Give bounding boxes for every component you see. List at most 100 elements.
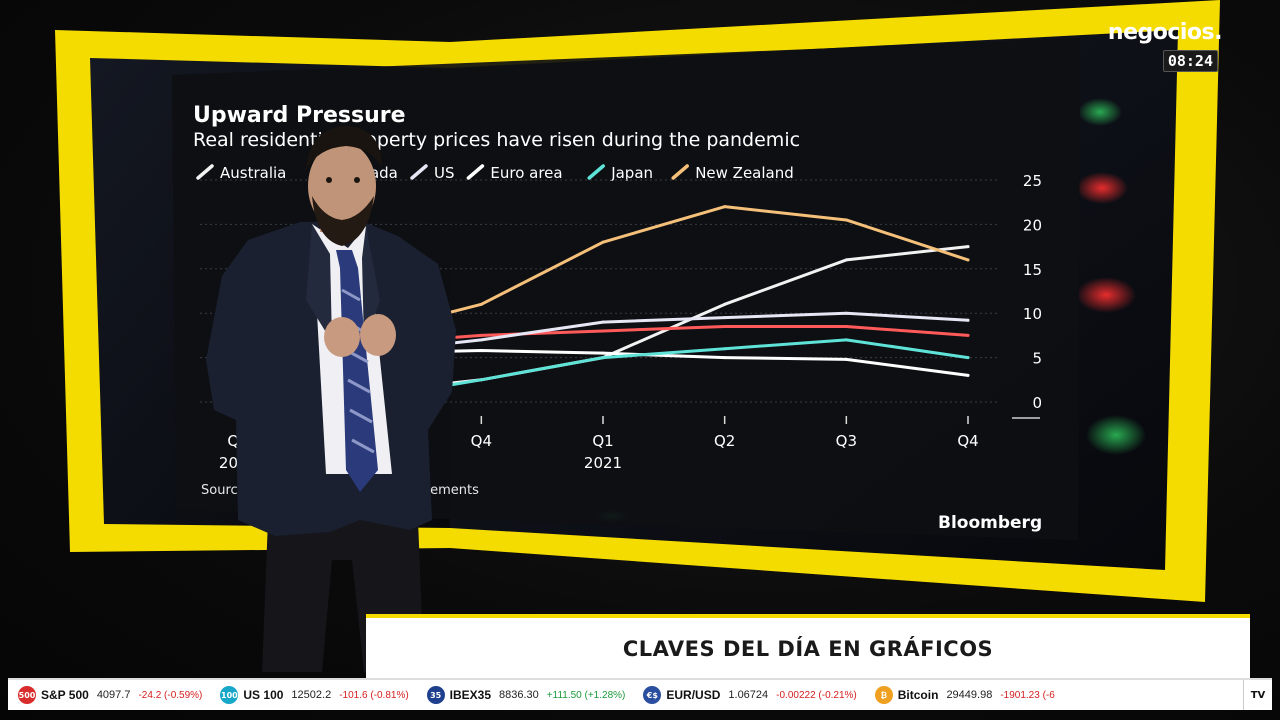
legend-swatch (196, 164, 214, 180)
legend-label: US (434, 164, 455, 182)
data-point (723, 325, 727, 329)
data-point (723, 316, 727, 320)
x-tick-year: 2021 (584, 454, 622, 472)
data-point (601, 329, 605, 333)
data-point (358, 333, 362, 337)
y-tick-label: 15 (1023, 261, 1042, 279)
data-point (236, 347, 240, 351)
legend-label: Canada (341, 164, 398, 182)
lower-third-banner: CLAVES DEL DÍA EN GRÁFICOS (366, 614, 1250, 680)
data-point (358, 342, 362, 346)
data-point (844, 357, 848, 361)
data-point (358, 351, 362, 355)
ticker-items: 500 S&P 500 4097.7 -24.2 (-0.59%) 100 US 100 1… (18, 686, 1073, 704)
legend-label: Euro area (490, 164, 562, 182)
x-tick-year: 2020 (219, 454, 257, 472)
data-point (358, 398, 362, 402)
y-tick-label: 5 (1032, 350, 1042, 368)
data-point (844, 218, 848, 222)
data-point (723, 302, 727, 306)
data-point (236, 391, 240, 395)
data-point (479, 333, 483, 337)
ticker-item: €$ EUR/USD 1.06724 -0.00222 (-0.21%) (643, 686, 857, 704)
chart-source: Source: Bank for International Settlemen… (201, 483, 479, 498)
y-axis-ticks: 0 5 10 15 20 25 (1012, 172, 1042, 419)
ticker-index-icon: 35 (426, 686, 445, 704)
y-tick-label: 10 (1023, 305, 1042, 323)
ticker-name: EUR/USD (666, 688, 721, 702)
ticker-name: US 100 (243, 688, 284, 702)
market-ticker: 500 S&P 500 4097.7 -24.2 (-0.59%) 100 US 100 1… (8, 678, 1272, 710)
ticker-change: -0.00222 (-0.21%) (776, 689, 857, 701)
data-point (966, 356, 970, 360)
legend-label: Japan (610, 164, 653, 182)
x-tick-label: Q2 (714, 432, 735, 450)
ticker-index-icon: ₿ (874, 686, 893, 704)
chart-title: Upward Pressure (193, 103, 406, 128)
chart-subtitle: Real residential property prices have ri… (193, 129, 800, 151)
x-tick-label: Q2 (227, 432, 248, 450)
x-tick-label: Q3 (349, 432, 370, 450)
data-point (479, 302, 483, 306)
legend-label: Australia (220, 164, 286, 182)
ticker-change: -1901.23 (-6 (1000, 689, 1055, 701)
ticker-value: 12502.2 (291, 689, 332, 701)
lower-third-title: CLAVES DEL DÍA EN GRÁFICOS (622, 637, 994, 661)
data-point (844, 338, 848, 342)
ticker-value: 8836.30 (499, 689, 539, 701)
data-point (844, 325, 848, 329)
ticker-item: 35 IBEX35 8836.30 +111.50 (+1.28%) (426, 686, 626, 704)
ticker-change: -24.2 (-0.59%) (138, 689, 203, 701)
data-point (236, 356, 240, 360)
data-point (479, 378, 483, 382)
data-point (236, 364, 240, 368)
legend-swatch (587, 164, 605, 180)
ticker-end-logo: TV (1243, 680, 1272, 710)
data-point (844, 311, 848, 315)
x-tick-label: Q4 (957, 432, 978, 450)
channel-logo: negocios. 08:24 (1088, 20, 1223, 74)
ticker-value: 1.06724 (728, 689, 769, 701)
data-point (966, 245, 970, 249)
y-tick-label: 25 (1023, 172, 1042, 190)
ticker-value: 29449.98 (946, 689, 993, 701)
ticker-index-icon: €$ (643, 686, 662, 704)
data-point (723, 356, 727, 360)
ticker-index-icon: 100 (220, 686, 239, 704)
data-point (479, 338, 483, 342)
data-point (966, 318, 970, 322)
data-point (479, 348, 483, 352)
data-point (723, 205, 727, 209)
ticker-value: 4097.7 (96, 689, 131, 701)
data-point (358, 391, 362, 395)
legend-label: New Zealand (695, 164, 794, 182)
data-point (601, 240, 605, 244)
ticker-item: 500 S&P 500 4097.7 -24.2 (-0.59%) (18, 686, 202, 704)
ticker-index-icon: 500 (18, 686, 36, 704)
data-point (966, 258, 970, 262)
y-tick-label: 20 (1023, 216, 1042, 234)
bloomberg-logo: Bloomberg (938, 513, 1042, 533)
ticker-item: 100 US 100 12502.2 -101.6 (-0.81%) (220, 686, 409, 704)
data-point (601, 320, 605, 324)
data-point (723, 347, 727, 351)
data-point (966, 333, 970, 337)
ticker-item: ₿ Bitcoin 29449.98 -1901.23 (-6 (874, 686, 1055, 704)
data-point (601, 351, 605, 355)
ticker-change: +111.50 (+1.28%) (546, 689, 626, 701)
x-tick-label: Q1 (592, 432, 613, 450)
data-point (966, 373, 970, 377)
legend-swatch (671, 164, 689, 180)
channel-clock: 08:24 (1162, 50, 1218, 72)
ticker-change: -101.6 (-0.81%) (339, 689, 409, 701)
legend-swatch (410, 164, 428, 180)
y-tick-label: 0 (1032, 394, 1042, 412)
data-point (844, 258, 848, 262)
channel-name: negocios. (1107, 20, 1223, 45)
data-point (601, 356, 605, 360)
ticker-name: Bitcoin (897, 688, 939, 702)
x-tick-label: Q3 (836, 432, 857, 450)
x-tick-label: Q4 (471, 432, 492, 450)
